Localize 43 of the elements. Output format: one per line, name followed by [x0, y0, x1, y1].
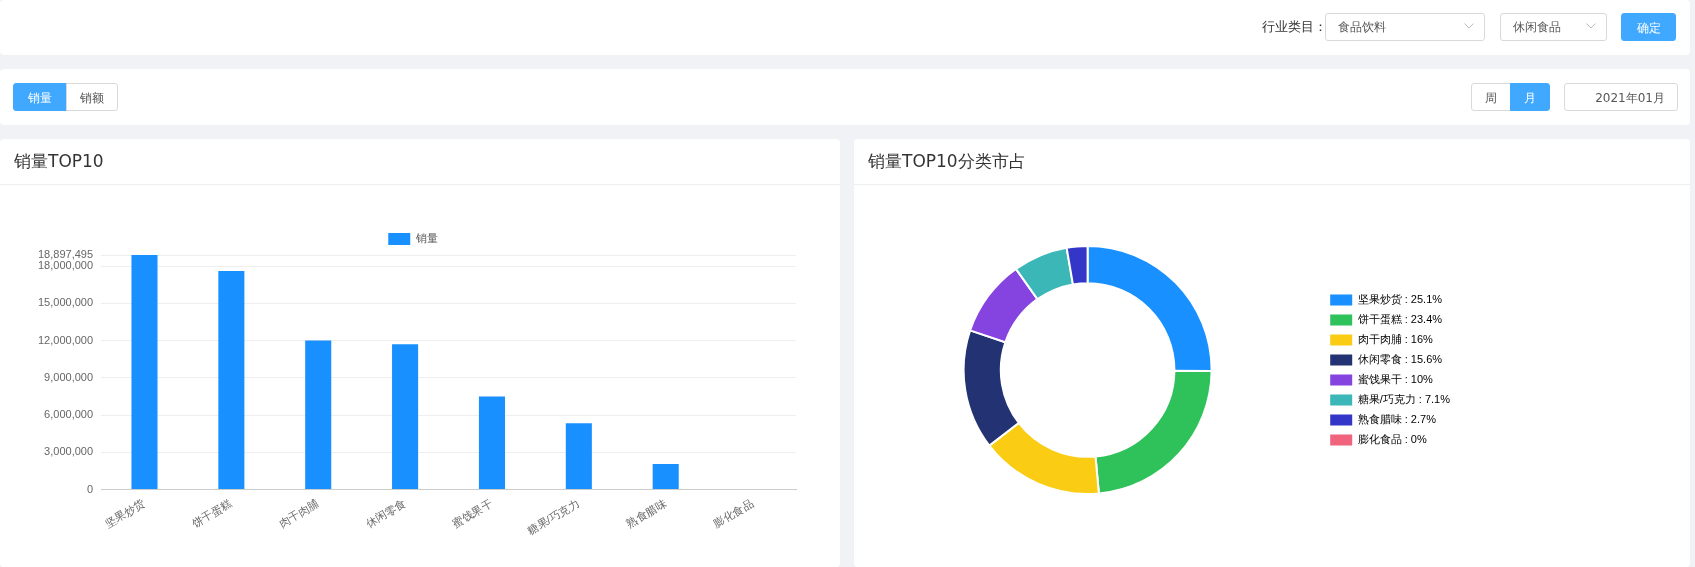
bar — [218, 271, 245, 490]
bar — [652, 464, 679, 490]
x-tick-label: 熟食腊味 — [624, 497, 669, 530]
bar — [131, 255, 158, 490]
y-tick-label: 15,000,000 — [37, 296, 94, 309]
y-tick-label: 3,000,000 — [44, 445, 94, 458]
x-tick-label: 糖果/巧克力 — [525, 497, 582, 537]
legend-label: 坚果炒货 : 25.1% — [1357, 293, 1443, 306]
x-tick-label: 坚果炒货 — [102, 497, 147, 530]
bar — [392, 344, 419, 490]
text: 周 — [1471, 83, 1511, 111]
y-tick-label: 18,000,000 — [37, 259, 94, 272]
y-tick-label: 12,000,000 — [37, 333, 94, 346]
text: 食品饮料 — [1338, 20, 1386, 34]
x-tick-label: 膨化食品 — [710, 497, 756, 530]
legend-label: 销量 — [414, 232, 438, 245]
bar — [478, 396, 505, 490]
legend-label: 糖果/巧克力 : 7.1% — [1357, 393, 1451, 406]
chart-title: 销量TOP10分类市占 — [854, 139, 1690, 185]
legend-label: 蜜饯果干 : 10% — [1357, 373, 1434, 386]
y-tick-label: 0 — [86, 482, 94, 495]
text: 行业类目： — [1262, 18, 1327, 36]
text: 确定 — [1621, 13, 1676, 41]
x-tick-label: 饼干蛋糕 — [188, 497, 234, 531]
chart-title: 销量TOP10 — [0, 139, 840, 185]
x-tick-label: 肉干肉脯 — [276, 497, 321, 530]
text: 休闲食品 — [1500, 13, 1607, 41]
text: 月 — [1510, 83, 1550, 111]
y-tick-label: 9,000,000 — [44, 370, 94, 383]
legend-label: 熟食腊味 : 2.7% — [1357, 413, 1437, 426]
y-tick-label: 18,897,495 — [37, 248, 94, 261]
y-tick-label: 6,000,000 — [44, 408, 94, 421]
x-tick-label: 蜜饯果干 — [450, 497, 495, 530]
legend-label: 肉干肉脯 : 16% — [1357, 333, 1434, 346]
bar — [565, 423, 592, 490]
text: 销额 — [66, 83, 118, 111]
x-tick-label: 休闲零食 — [363, 497, 408, 530]
text: 2021年01月 — [1564, 83, 1678, 111]
text: 销量 — [13, 83, 67, 111]
bar — [305, 340, 332, 490]
legend-label: 饼干蛋糕 : 23.4% — [1356, 313, 1443, 326]
legend-label: 休闲零食 : 15.6% — [1357, 353, 1443, 366]
legend-label: 膨化食品 : 0% — [1357, 433, 1427, 446]
